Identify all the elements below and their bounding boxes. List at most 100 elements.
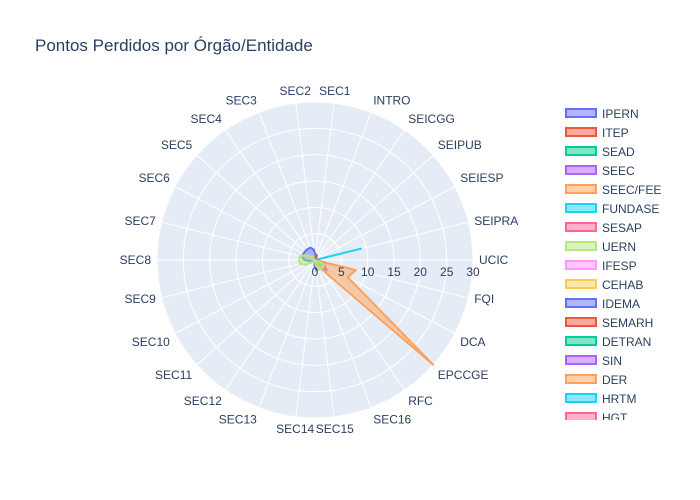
- radial-tick-label: 5: [338, 265, 345, 279]
- angle-label-seicgg: SEICGG: [408, 112, 455, 126]
- series-uern[interactable]: [298, 254, 326, 271]
- legend-item[interactable]: SEEC: [565, 164, 635, 178]
- legend-label: SEMARH: [602, 316, 653, 330]
- angle-label-intro: INTRO: [373, 94, 410, 108]
- angle-label-ucic: UCIC: [479, 253, 509, 267]
- legend-item[interactable]: SEAD: [565, 145, 635, 159]
- legend-item[interactable]: CEHAB: [565, 278, 643, 292]
- legend-label: SEAD: [602, 145, 635, 159]
- legend-label: FUNDASE: [602, 202, 659, 216]
- radial-tick-label: 30: [466, 265, 480, 279]
- legend-label: UERN: [602, 240, 636, 254]
- legend-label: DETRAN: [602, 335, 651, 349]
- grid-spoke: [258, 259, 316, 408]
- radial-tick-label: 10: [361, 265, 375, 279]
- angle-label-sec10: SEC10: [132, 335, 170, 349]
- legend-swatch: [565, 127, 597, 137]
- grid-spoke: [174, 186, 316, 261]
- grid-spoke: [314, 186, 456, 261]
- grid-spoke: [314, 154, 434, 261]
- radial-tick-label: 15: [387, 265, 401, 279]
- legend-label: SESAP: [602, 221, 642, 235]
- legend-label: CEHAB: [602, 278, 643, 292]
- angle-label-seipra: SEIPRA: [474, 214, 518, 228]
- grid-spoke: [196, 259, 316, 366]
- legend-swatch: [565, 165, 597, 175]
- legend-swatch: [565, 108, 597, 118]
- angle-label-sec2: SEC2: [280, 84, 312, 98]
- angle-label-sec1: SEC1: [319, 84, 351, 98]
- grid-spoke: [295, 259, 316, 417]
- grid-spoke: [314, 259, 335, 417]
- grid-spoke: [314, 259, 372, 408]
- grid-spoke: [314, 103, 335, 261]
- legend-item[interactable]: SESAP: [565, 221, 642, 235]
- legend-label: ITEP: [602, 126, 629, 140]
- legend-item[interactable]: IDEMA: [565, 297, 640, 311]
- legend-swatch: [565, 355, 597, 365]
- radial-ticks: 0 5 10 15 20 25 30: [312, 265, 480, 279]
- legend-label: DER: [602, 373, 628, 387]
- angle-label-sec5: SEC5: [161, 138, 193, 152]
- legend-swatch: [565, 393, 597, 403]
- chart-title: Pontos Perdidos por Órgão/Entidade: [35, 36, 313, 55]
- legend-label: SEEC: [602, 164, 635, 178]
- legend-swatch: [565, 298, 597, 308]
- legend[interactable]: IPERN ITEP SEAD SEEC SEEC/FEE FUNDASE SESAP UER…: [565, 107, 661, 425]
- grid-spoke: [295, 103, 316, 261]
- legend-swatch: [565, 260, 597, 270]
- angle-label-sec11: SEC11: [155, 368, 192, 382]
- angle-label-epccge: EPCCGE: [438, 368, 489, 382]
- legend-swatch: [565, 336, 597, 346]
- grid-spoke: [161, 221, 316, 261]
- angle-label-sec4: SEC4: [190, 112, 222, 126]
- angle-label-sec12: SEC12: [184, 394, 222, 408]
- grid-spoke: [161, 259, 316, 299]
- angle-label-seipub: SEIPUB: [438, 138, 482, 152]
- radial-tick-label: 20: [414, 265, 428, 279]
- legend-item[interactable]: DETRAN: [565, 335, 651, 349]
- legend-item[interactable]: FUNDASE: [565, 202, 659, 216]
- legend-label: HGT: [602, 411, 628, 425]
- radial-tick-label: 0: [312, 265, 319, 279]
- legend-swatch: [565, 203, 597, 213]
- angle-label-sec14: SEC14: [276, 422, 314, 436]
- legend-item[interactable]: UERN: [565, 240, 636, 254]
- legend-swatch: [565, 184, 597, 194]
- grid-spoke: [224, 129, 316, 261]
- legend-item[interactable]: IFESP: [565, 259, 637, 273]
- legend-swatch: [565, 412, 597, 420]
- legend-item[interactable]: SIN: [565, 354, 622, 368]
- angle-label-sec7: SEC7: [124, 214, 156, 228]
- legend-item[interactable]: DER: [565, 373, 628, 387]
- angle-label-sec3: SEC3: [225, 94, 257, 108]
- angle-label-sec6: SEC6: [138, 171, 170, 185]
- legend-item[interactable]: ITEP: [565, 126, 629, 140]
- legend-item[interactable]: IPERN: [565, 107, 639, 121]
- legend-item[interactable]: HRTM: [565, 392, 636, 406]
- legend-swatch: [565, 317, 597, 327]
- grid-spoke: [314, 112, 372, 261]
- angle-label-sec15: SEC15: [316, 422, 354, 436]
- grid-spoke: [258, 112, 316, 261]
- legend-label: SIN: [602, 354, 622, 368]
- angle-label-sec16: SEC16: [373, 412, 411, 426]
- legend-item[interactable]: SEEC/FEE: [565, 183, 661, 197]
- legend-label: HRTM: [602, 392, 636, 406]
- angle-label-sec13: SEC13: [219, 412, 257, 426]
- legend-swatch: [565, 222, 597, 232]
- series-fundase[interactable]: [314, 247, 363, 261]
- legend-swatch: [565, 146, 597, 156]
- angle-label-fqi: FQI: [474, 292, 494, 306]
- grid-spoke: [224, 259, 316, 391]
- legend-item[interactable]: SEMARH: [565, 316, 653, 330]
- angle-label-dca: DCA: [460, 335, 485, 349]
- legend-swatch: [565, 241, 597, 251]
- angle-label-sec9: SEC9: [124, 292, 156, 306]
- angle-label-rfc: RFC: [408, 394, 433, 408]
- legend-item[interactable]: HGT: [565, 411, 628, 425]
- legend-label: IDEMA: [602, 297, 640, 311]
- polar-grid: [156, 101, 474, 419]
- angle-labels: UCIC SEIPRA SEIESP SEIPUB SEICGG INTRO SEC1 SEC…: [120, 84, 519, 436]
